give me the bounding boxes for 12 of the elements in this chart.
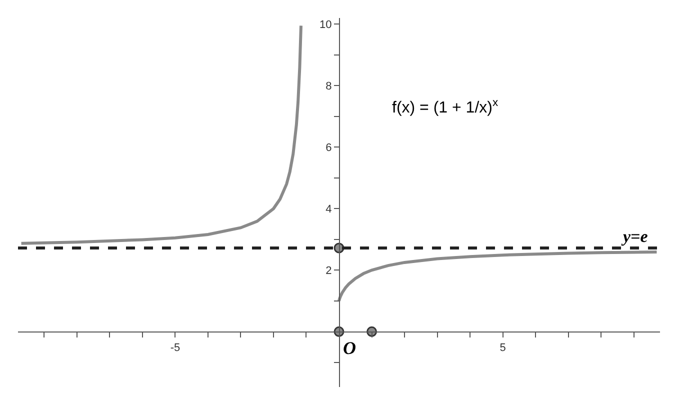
x-tick-label: 5 [500, 342, 506, 354]
y-tick-label: 8 [326, 80, 332, 92]
line-series [20, 24, 302, 245]
ref-line-label: y=e [621, 227, 648, 246]
y-tick-label: 10 [320, 19, 332, 31]
line-series [338, 250, 658, 302]
y-tick-label: 6 [326, 142, 332, 154]
annotation: O [343, 338, 356, 358]
y-tick-label: 4 [326, 204, 332, 216]
x-tick-label: -5 [170, 342, 180, 354]
y-tick-label: 2 [326, 265, 332, 277]
annotation: f(x) = (1 + 1/x)$^{x}$ [392, 97, 498, 117]
